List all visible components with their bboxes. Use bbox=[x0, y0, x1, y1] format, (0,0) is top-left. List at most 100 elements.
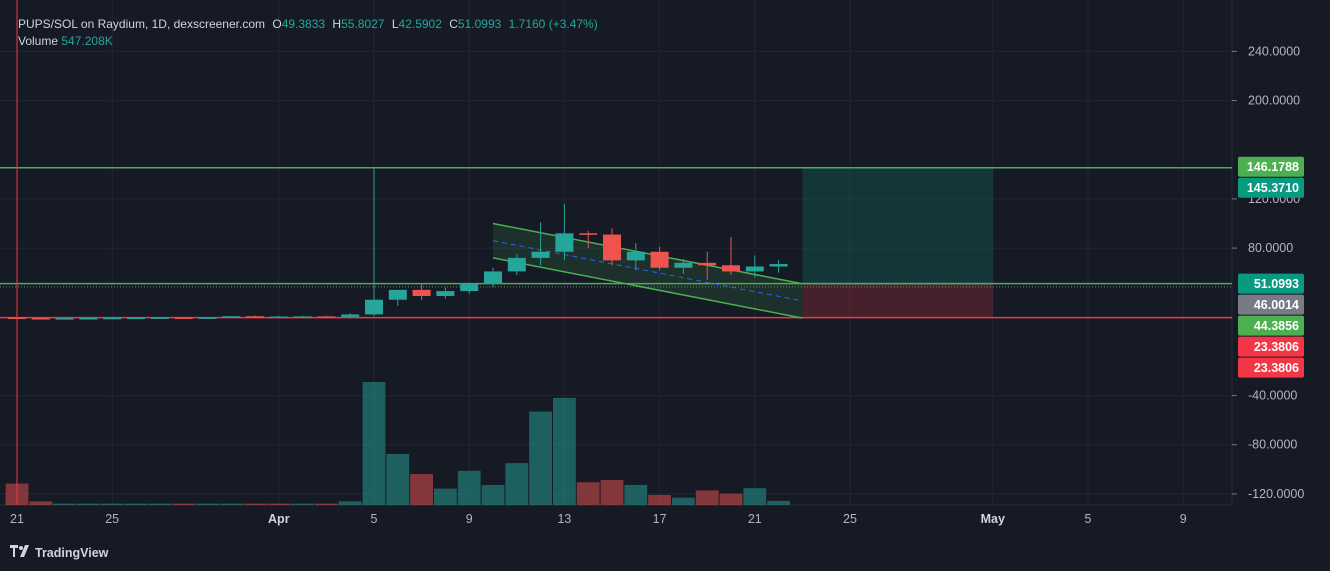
candle-body bbox=[436, 291, 455, 297]
tradingview-logo[interactable]: TradingView bbox=[10, 545, 108, 560]
time-axis-label: Apr bbox=[268, 512, 290, 526]
candle-body bbox=[769, 264, 788, 267]
candle-body bbox=[722, 265, 740, 272]
volume-bar bbox=[600, 479, 624, 505]
volume-bar bbox=[648, 494, 671, 505]
volume-bar bbox=[505, 463, 529, 505]
candle-body bbox=[174, 317, 193, 319]
time-axis-label: 5 bbox=[1085, 512, 1092, 526]
candle-body bbox=[222, 316, 241, 318]
price-axis-badge bbox=[1238, 336, 1304, 357]
price-axis-labels: 146.1788 145.3710 51.0993 46.0014 44.3856 23.… bbox=[1238, 156, 1304, 378]
close-value: 51.0993 bbox=[457, 17, 502, 31]
channel-upper-line[interactable] bbox=[492, 222, 803, 285]
price-axis-badge bbox=[1238, 156, 1304, 177]
volume-bar bbox=[148, 503, 172, 505]
volume-bars bbox=[5, 382, 790, 505]
time-axis-label: 5 bbox=[371, 512, 378, 526]
candle-body bbox=[674, 262, 693, 268]
volume-bar bbox=[719, 493, 743, 505]
price-axis-label: 240.0000 bbox=[1248, 44, 1300, 58]
candle-body bbox=[579, 233, 598, 235]
volume-bar bbox=[53, 503, 76, 505]
time-axis-label: 21 bbox=[10, 512, 24, 526]
volume-bar bbox=[386, 453, 410, 505]
candle-body bbox=[555, 233, 574, 252]
open-label: O bbox=[272, 17, 282, 31]
position-zones bbox=[802, 167, 993, 318]
price-axis-label: -40.0000 bbox=[1248, 389, 1297, 403]
volume-bar bbox=[315, 503, 338, 505]
price-axis-badge bbox=[1238, 357, 1304, 378]
price-axis-badge-text: 51.0993 bbox=[1254, 277, 1299, 291]
volume-bar bbox=[743, 488, 767, 505]
high-label: H bbox=[332, 17, 342, 31]
candle-body bbox=[31, 318, 50, 320]
price-axis[interactable]: 240.0000200.0000120.000080.0000-40.0000-… bbox=[1232, 44, 1304, 501]
volume-bar bbox=[267, 503, 291, 505]
volume-bar bbox=[529, 411, 552, 505]
time-axis-label: 25 bbox=[105, 512, 119, 526]
price-axis-badge-text: 46.0014 bbox=[1254, 298, 1299, 312]
change-value: 1.7160 (+3.47%) bbox=[508, 17, 598, 31]
candle-body bbox=[293, 316, 312, 318]
candle-body bbox=[269, 316, 288, 319]
volume-bar bbox=[553, 397, 576, 505]
tradingview-name: TradingView bbox=[35, 545, 109, 560]
volume-label: Volume bbox=[18, 34, 59, 48]
time-axis[interactable]: 21 25 Apr 5 9 13 17 21 25 May 5 9 bbox=[10, 512, 1187, 526]
candlesticks bbox=[8, 167, 788, 320]
volume-bar bbox=[124, 503, 148, 505]
price-axis-badge-text: 23.3806 bbox=[1254, 361, 1299, 375]
high-value: 55.8027 bbox=[341, 17, 385, 31]
time-axis-label: 13 bbox=[557, 512, 571, 526]
volume-bar bbox=[410, 474, 433, 505]
candle-body bbox=[365, 299, 383, 315]
price-axis-badge-text: 145.3710 bbox=[1247, 181, 1299, 195]
volume-bar bbox=[362, 382, 386, 505]
loss-zone bbox=[802, 283, 993, 318]
channel-mid-line bbox=[492, 240, 803, 302]
candle-body bbox=[103, 317, 122, 320]
volume-bar bbox=[196, 503, 219, 505]
volume-bar bbox=[576, 482, 600, 505]
candle-body bbox=[150, 317, 169, 319]
price-axis-badge-text: 44.3856 bbox=[1254, 319, 1299, 333]
volume-bar bbox=[672, 497, 695, 505]
candle-body bbox=[388, 289, 407, 300]
price-axis-badge bbox=[1238, 315, 1304, 336]
candle-body bbox=[745, 266, 764, 272]
time-axis-label: 21 bbox=[748, 512, 762, 526]
horizontal-levels[interactable] bbox=[0, 166, 1232, 319]
symbol-title: PUPS/SOL on Raydium, 1D, dexscreener.com bbox=[18, 17, 265, 31]
candle-body bbox=[698, 262, 717, 266]
volume-bar bbox=[219, 503, 243, 505]
volume-bar bbox=[624, 484, 648, 505]
price-axis-badge bbox=[1238, 294, 1304, 315]
volume-bar bbox=[29, 501, 53, 505]
channel-lower-line[interactable] bbox=[492, 257, 803, 319]
candle-body bbox=[507, 257, 526, 272]
volume-bar bbox=[434, 488, 457, 505]
candle-body bbox=[79, 318, 98, 320]
close-label: C bbox=[449, 17, 458, 31]
volume-bar bbox=[291, 503, 314, 505]
price-axis-label: -120.0000 bbox=[1248, 487, 1304, 501]
chart-legend: PUPS/SOL on Raydium, 1D, dexscreener.com… bbox=[18, 16, 598, 50]
candle-body bbox=[603, 234, 621, 261]
volume-bar bbox=[338, 501, 362, 505]
price-axis-badge bbox=[1238, 177, 1304, 198]
volume-bar bbox=[77, 503, 100, 505]
price-axis-label: 80.0000 bbox=[1248, 241, 1293, 255]
volume-bar bbox=[695, 490, 719, 505]
price-axis-badge-text: 146.1788 bbox=[1247, 160, 1299, 174]
price-axis-badge-text: 23.3806 bbox=[1254, 340, 1299, 354]
candle-body bbox=[127, 317, 145, 320]
time-axis-label: 9 bbox=[1180, 512, 1187, 526]
volume-bar bbox=[767, 500, 790, 505]
price-axis-label: 200.0000 bbox=[1248, 94, 1300, 108]
low-label: L bbox=[391, 17, 399, 31]
candle-body bbox=[55, 318, 74, 320]
volume-bar bbox=[100, 503, 124, 505]
